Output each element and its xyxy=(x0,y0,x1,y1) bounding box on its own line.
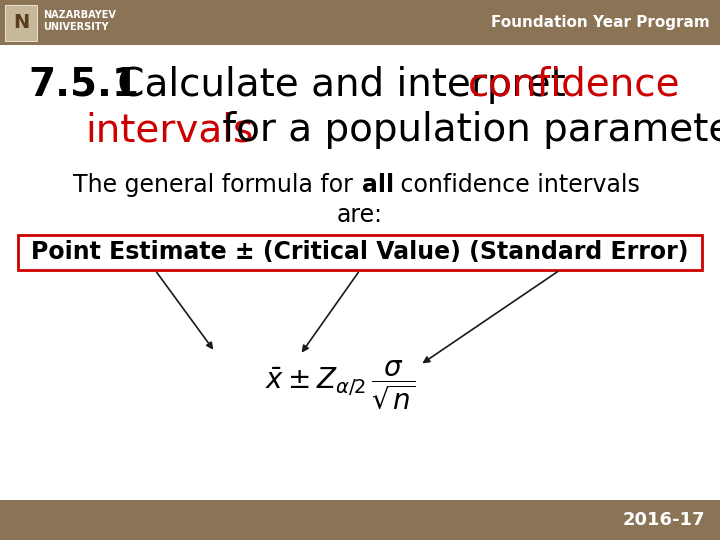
Text: NAZARBAYEV: NAZARBAYEV xyxy=(43,10,116,20)
Bar xyxy=(0,500,720,540)
Text: all: all xyxy=(362,173,394,197)
Bar xyxy=(5,5,37,41)
Text: The general formula for: The general formula for xyxy=(73,173,360,197)
Text: confidence: confidence xyxy=(468,66,680,104)
Bar xyxy=(0,0,720,45)
Text: Calculate and interpret: Calculate and interpret xyxy=(105,66,578,104)
Text: Foundation Year Program: Foundation Year Program xyxy=(491,15,710,30)
Text: $\bar{x} \pm Z_{\alpha/2} \, \dfrac{\sigma}{\sqrt{n}}$: $\bar{x} \pm Z_{\alpha/2} \, \dfrac{\sig… xyxy=(265,359,415,411)
Bar xyxy=(18,235,702,270)
Text: Point Estimate ± (Critical Value) (Standard Error): Point Estimate ± (Critical Value) (Stand… xyxy=(31,240,689,265)
Text: are:: are: xyxy=(337,203,383,227)
Text: N: N xyxy=(13,14,29,32)
Text: UNIVERSITY: UNIVERSITY xyxy=(43,22,109,32)
Text: 7.5.1: 7.5.1 xyxy=(28,66,139,104)
Text: for a population parameter: for a population parameter xyxy=(210,111,720,149)
Text: intervals: intervals xyxy=(85,111,253,149)
Text: 2016-17: 2016-17 xyxy=(623,511,705,529)
Text: confidence intervals: confidence intervals xyxy=(393,173,640,197)
